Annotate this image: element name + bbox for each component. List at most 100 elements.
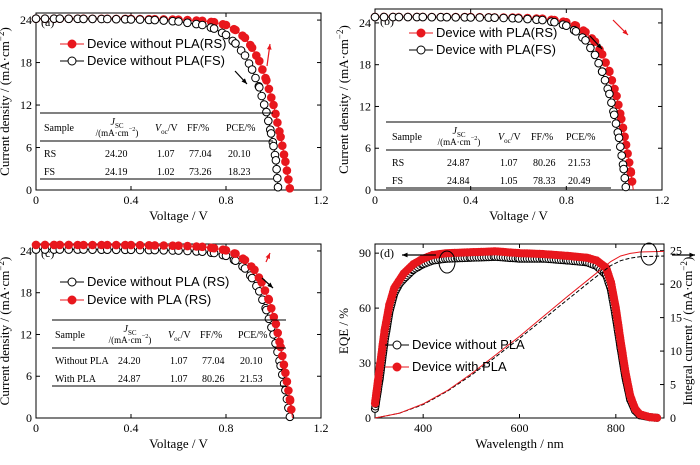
panel-b: 0 0.4 0.8 1.2 0 6 12 18 24 Voltage / V Current den…	[335, 8, 670, 223]
y-axis-label: Current density / (mA·cm−2)	[335, 25, 351, 174]
legend-entry: Device without PLA(RS)	[60, 36, 226, 51]
table-header: PCE/%	[238, 330, 267, 341]
data-point	[231, 25, 240, 35]
data-point	[490, 13, 499, 23]
table-cell: Without PLA	[55, 356, 110, 367]
data-point	[267, 93, 276, 102]
y2-axis-label-b: )	[680, 257, 695, 261]
table-header-sub: SC	[128, 329, 137, 337]
series-1	[31, 14, 283, 192]
data-point	[40, 240, 50, 250]
table-header-main: J	[452, 126, 457, 137]
data-point	[159, 241, 168, 250]
x-tick-label: 1.2	[655, 193, 670, 207]
data-point	[198, 20, 207, 30]
table-header-main: V	[498, 132, 506, 143]
arrow-head	[265, 253, 270, 259]
data-point	[273, 173, 282, 183]
legend-label: Device with PLA	[412, 359, 507, 374]
data-point	[159, 16, 168, 25]
table-cell: 1.07	[170, 374, 188, 385]
x-tick-label: 400	[414, 421, 432, 435]
legend-entry: Device with PLA	[385, 359, 507, 374]
plot-frame	[35, 12, 322, 191]
y-axis-label: Current density / (mA·cm−2)	[0, 257, 12, 406]
data-point	[418, 12, 428, 22]
legend-swatch-marker	[67, 277, 77, 287]
table-header: Voc/V	[168, 330, 191, 343]
y-axis-label: EQE / %	[336, 308, 351, 354]
table-cell: RS	[392, 158, 404, 169]
data-point	[285, 396, 295, 405]
table-header: Sample	[392, 132, 423, 143]
data-point	[55, 14, 65, 24]
table-header-unit-a: /(mA·cm	[438, 137, 471, 147]
data-point	[619, 164, 629, 174]
y-axis-label-b: )	[0, 27, 12, 31]
legend-entry: Device without PLA(FS)	[60, 53, 225, 68]
data-point	[626, 168, 636, 177]
data-point	[135, 15, 145, 24]
table-cell: 80.26	[533, 158, 556, 169]
arrow-head	[596, 43, 602, 49]
table-cell: 1.07	[170, 356, 188, 367]
data-point	[258, 65, 267, 74]
data-point	[276, 132, 285, 142]
y-tick-label: 24	[20, 244, 32, 258]
y-tick-label: 30	[359, 356, 371, 370]
data-point	[251, 73, 260, 83]
table-header-unit-sup: −2	[471, 135, 478, 142]
data-point	[273, 182, 283, 192]
data-point	[403, 12, 413, 22]
y-axis-label-b: )	[0, 257, 12, 261]
table-header: FF/%	[531, 132, 553, 143]
table-header: FF/%	[200, 330, 222, 341]
table-header-unit: /(mA·cm−2)	[438, 135, 481, 147]
series-2	[374, 255, 665, 419]
data-point	[240, 33, 250, 43]
legend-swatch-marker	[392, 340, 402, 350]
data-point	[272, 164, 281, 174]
ellipse-integral	[640, 242, 658, 266]
y-tick-label: 6	[365, 141, 371, 155]
y2-tick-label: 5	[670, 378, 676, 392]
x-tick-label: 1.2	[314, 421, 329, 435]
arrow-rs-b	[612, 19, 629, 36]
y-axis-label-a: Current density / (mA·cm	[0, 41, 12, 176]
data-point	[135, 240, 145, 250]
legend-label: Device with PLA(FS)	[436, 42, 556, 57]
x-axis-label: Voltage / V	[489, 208, 548, 223]
arrow-rs-c	[265, 252, 271, 263]
plot-frame	[374, 8, 663, 191]
data-point	[605, 67, 614, 76]
data-point	[103, 14, 112, 24]
x-tick-label: 0.4	[463, 193, 478, 207]
data-point	[273, 118, 282, 127]
arrow-head	[241, 78, 247, 84]
y-tick-label: 24	[20, 13, 32, 27]
data-point	[605, 89, 614, 99]
legend-swatch-marker	[416, 45, 426, 55]
table-header-sub: oc	[174, 335, 181, 343]
data-point	[571, 27, 581, 36]
legend-entry: Device with PLA(RS)	[409, 25, 557, 40]
data-point	[64, 14, 73, 24]
data-point	[278, 141, 287, 150]
ellipse-eqe	[438, 250, 456, 274]
x-tick-label: 1.2	[314, 193, 329, 207]
data-point	[284, 386, 293, 395]
y-axis-label-b: )	[336, 25, 351, 29]
arrow-head	[622, 29, 628, 35]
data-point	[231, 249, 240, 258]
table-header: Sample	[55, 330, 86, 341]
y-tick-label: 12	[359, 99, 371, 113]
data-point	[269, 141, 278, 151]
data-point	[621, 182, 631, 192]
data-point	[262, 76, 271, 85]
data-point	[600, 75, 610, 85]
x-tick-label: 0.4	[124, 421, 139, 435]
table-cell: FS	[44, 167, 55, 178]
table-header-unit: /(mA·cm−2)	[109, 333, 152, 345]
data-table: Sample JSC/(mA·cm−2) Voc/V FF/% PCE/% RS 24.20…	[40, 112, 273, 180]
arrow-head	[266, 44, 272, 50]
